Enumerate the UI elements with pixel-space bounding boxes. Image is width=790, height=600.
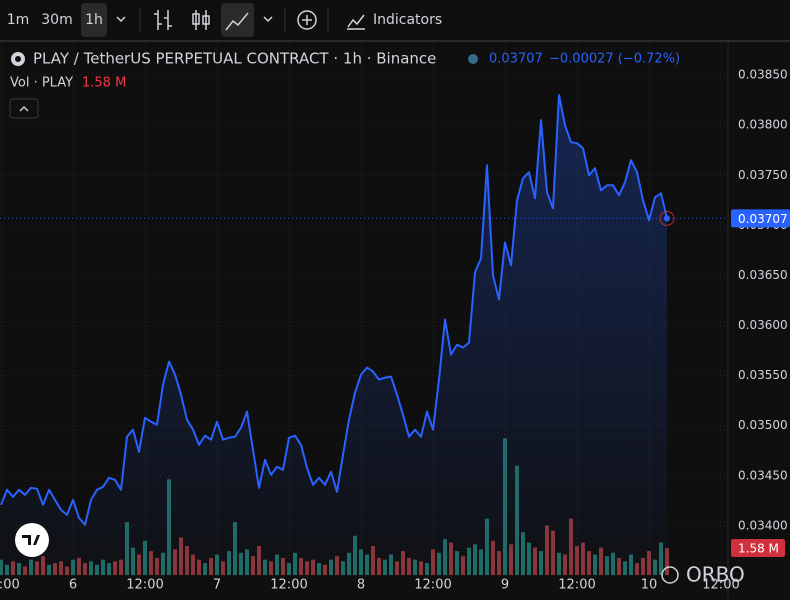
y-tick-label: 0.03500 [738,418,788,432]
logo [15,523,49,557]
indicators-button[interactable]: Indicators [373,12,442,28]
bars-icon[interactable] [154,10,172,30]
watermark-icon [661,566,679,584]
y-tick-label: 0.03600 [738,318,788,332]
price-area [1,95,667,575]
dropdown-icon[interactable] [116,16,126,23]
x-tick-label: 6 [69,578,77,593]
legend-price: 0.03707 [489,52,543,67]
symbol-icon-inner [15,56,21,62]
volume-legend-value: 1.58 M [82,76,126,91]
x-tick-label: 9 [501,578,509,593]
status-dot [468,54,478,64]
y-tick-label: 0.03850 [738,68,788,82]
axes: 0.03400 0.03450 0.03500 0.03550 0.03600 0.036… [0,68,790,593]
interval-button[interactable]: 1h [85,12,103,28]
last-price-halo [659,210,675,226]
candles-icon-body [202,15,210,25]
collapse-icon [19,106,29,112]
y-tick-label: 0.03550 [738,368,788,382]
y-tick-label: 0.03400 [738,518,788,532]
symbol-title: PLAY / TetherUS PERPETUAL CONTRACT · 1h … [33,50,436,68]
indicators-icon[interactable] [347,14,365,30]
price-tag [731,209,790,228]
collapse-button[interactable] [9,98,39,119]
volume-title: Vol · PLAY [10,76,73,91]
active-interval-bg [81,3,107,37]
legend: PLAY / TetherUS PERPETUAL CONTRACT · 1h … [9,50,680,119]
dropdown-icon[interactable] [263,16,273,23]
volume-tag [731,539,785,558]
x-tick-label: 12:00 [558,578,595,593]
x-tick-label: 8 [357,578,365,593]
watermark: ORBO [686,563,745,587]
y-tick-label: 0.03650 [738,268,788,282]
x-tick-label: 12:00 [270,578,307,593]
area-icon[interactable] [225,12,249,31]
price-line [0,94,668,526]
compare-button[interactable] [297,10,317,30]
x-tick-label: 7 [213,578,221,593]
y-tick-label: 0.03800 [738,118,788,132]
interval-button[interactable]: 30m [41,12,72,28]
y-tick-label: 0.03450 [738,468,788,482]
candles-icon-body [192,13,200,25]
x-tick-label: 12:00 [414,578,451,593]
logo-mark [22,535,40,545]
x-tick-label: 10 [641,578,658,593]
volume-tag-label: 1.58 M [738,542,779,556]
x-tick-label: 12:00 [126,578,163,593]
x-tick-label: 12:00 [0,578,20,593]
toolbar: 1m 30m 1h Indicators [0,3,790,42]
active-chart-type-bg [221,3,254,37]
legend-change: −0.00027 (−0.72%) [549,52,680,67]
plot-area [0,94,728,575]
y-tick-label: 0.03750 [738,168,788,182]
plus-icon [302,15,312,25]
interval-button[interactable]: 1m [7,12,30,28]
price-tag-label: 0.03707 [738,212,788,226]
x-tick-label: 12:00 [702,578,739,593]
last-price-dot [664,215,670,222]
